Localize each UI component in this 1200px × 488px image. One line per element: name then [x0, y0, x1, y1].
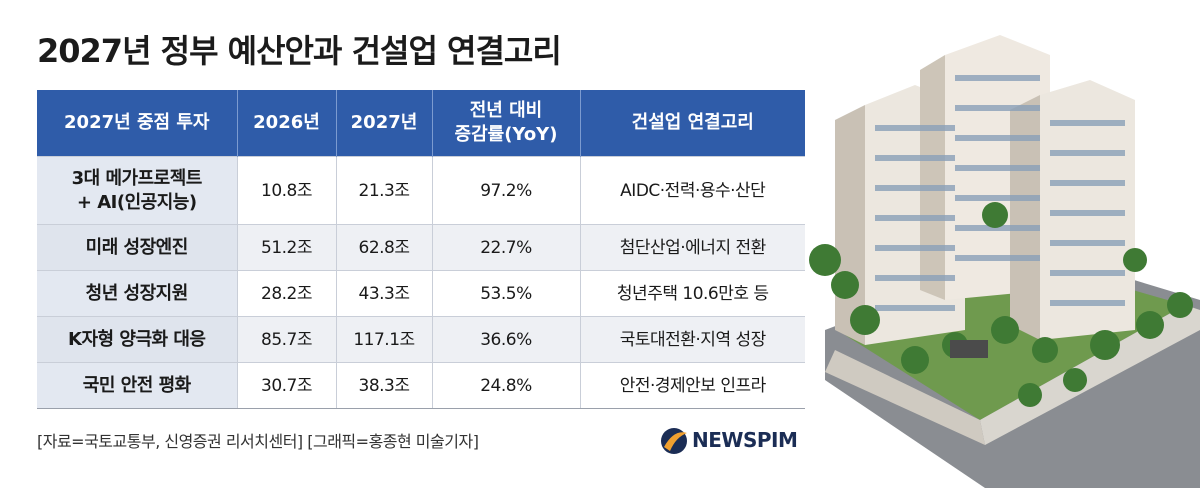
row-label: K자형 양극화 대응: [37, 316, 237, 363]
cell-line: 건설업 연결고리: [631, 112, 754, 133]
cell-line: 3대 메가프로젝트: [71, 167, 203, 189]
apartment-illustration: [809, 35, 1200, 488]
table-row: 3대 메가프로젝트 + AI(인공지능) 10.8조 21.3조 97.2% AIDC·전…: [37, 156, 805, 225]
table-row: 국민 안전 평화 30.7조 38.3조 24.8% 안전·경제안보 인프라: [37, 362, 805, 409]
cell: 97.2%: [431, 156, 580, 225]
cell: 21.3조: [335, 156, 432, 225]
header-cell: 2026년: [236, 90, 336, 157]
title: 2027년 정부 예산안과 건설업 연결고리: [37, 32, 562, 70]
cell-line: 미래 성장엔진: [85, 236, 189, 258]
cell: 22.7%: [431, 224, 580, 271]
cell: 30.7조: [236, 362, 336, 409]
header-cell: 2027년: [335, 90, 432, 157]
cell-line: + AI(인공지능): [76, 191, 197, 213]
row-label: 국민 안전 평화: [37, 362, 237, 409]
cell: 85.7조: [236, 316, 336, 363]
logo-text: NEWSPIM: [692, 428, 798, 452]
cell: 51.2조: [236, 224, 336, 271]
cell-line: K자형 양극화 대응: [68, 328, 206, 350]
table-row: 청년 성장지원 28.2조 43.3조 53.5% 청년주택 10.6만호 등: [37, 270, 805, 317]
header-cell: 2027년 중점 투자: [37, 90, 237, 157]
row-label: 미래 성장엔진: [37, 224, 237, 271]
cell-line: 2027년 중점 투자: [64, 112, 210, 133]
source-note: [자료=국토교통부, 신영증권 리서치센터] [그래픽=홍종현 미술기자]: [37, 432, 479, 451]
cell: 43.3조: [335, 270, 432, 317]
cell-line: 2026년: [253, 112, 320, 133]
header-cell: 건설업 연결고리: [579, 90, 805, 157]
table-body: 3대 메가프로젝트 + AI(인공지능) 10.8조 21.3조 97.2% AIDC·전…: [37, 156, 805, 409]
cell: 24.8%: [431, 362, 580, 409]
cell-line: 2027년: [350, 112, 418, 133]
cell: 10.8조: [236, 156, 336, 225]
table-row: K자형 양극화 대응 85.7조 117.1조 36.6% 국토대전환·지역 성장: [37, 316, 805, 363]
cell: 53.5%: [431, 270, 580, 317]
table-row: 미래 성장엔진 51.2조 62.8조 22.7% 첨단산업·에너지 전환: [37, 224, 805, 271]
cell-line: 국민 안전 평화: [82, 374, 191, 396]
cell: 첨단산업·에너지 전환: [579, 224, 805, 271]
cell: 117.1조: [335, 316, 432, 363]
row-label: 청년 성장지원: [37, 270, 237, 317]
cell-line: 전년 대비: [469, 100, 543, 121]
cell: 36.6%: [431, 316, 580, 363]
logo-icon: [661, 428, 687, 454]
cell: 청년주택 10.6만호 등: [579, 270, 805, 317]
cell: 안전·경제안보 인프라: [579, 362, 805, 409]
cell: 62.8조: [335, 224, 432, 271]
row-label: 3대 메가프로젝트 + AI(인공지능): [37, 156, 237, 225]
cell-line: 증감률(YoY): [454, 124, 558, 145]
cell: 국토대전환·지역 성장: [579, 316, 805, 363]
cell-line: 청년 성장지원: [85, 282, 189, 304]
cell: 38.3조: [335, 362, 432, 409]
cell: 28.2조: [236, 270, 336, 317]
cell: AIDC·전력·용수·산단: [579, 156, 805, 225]
